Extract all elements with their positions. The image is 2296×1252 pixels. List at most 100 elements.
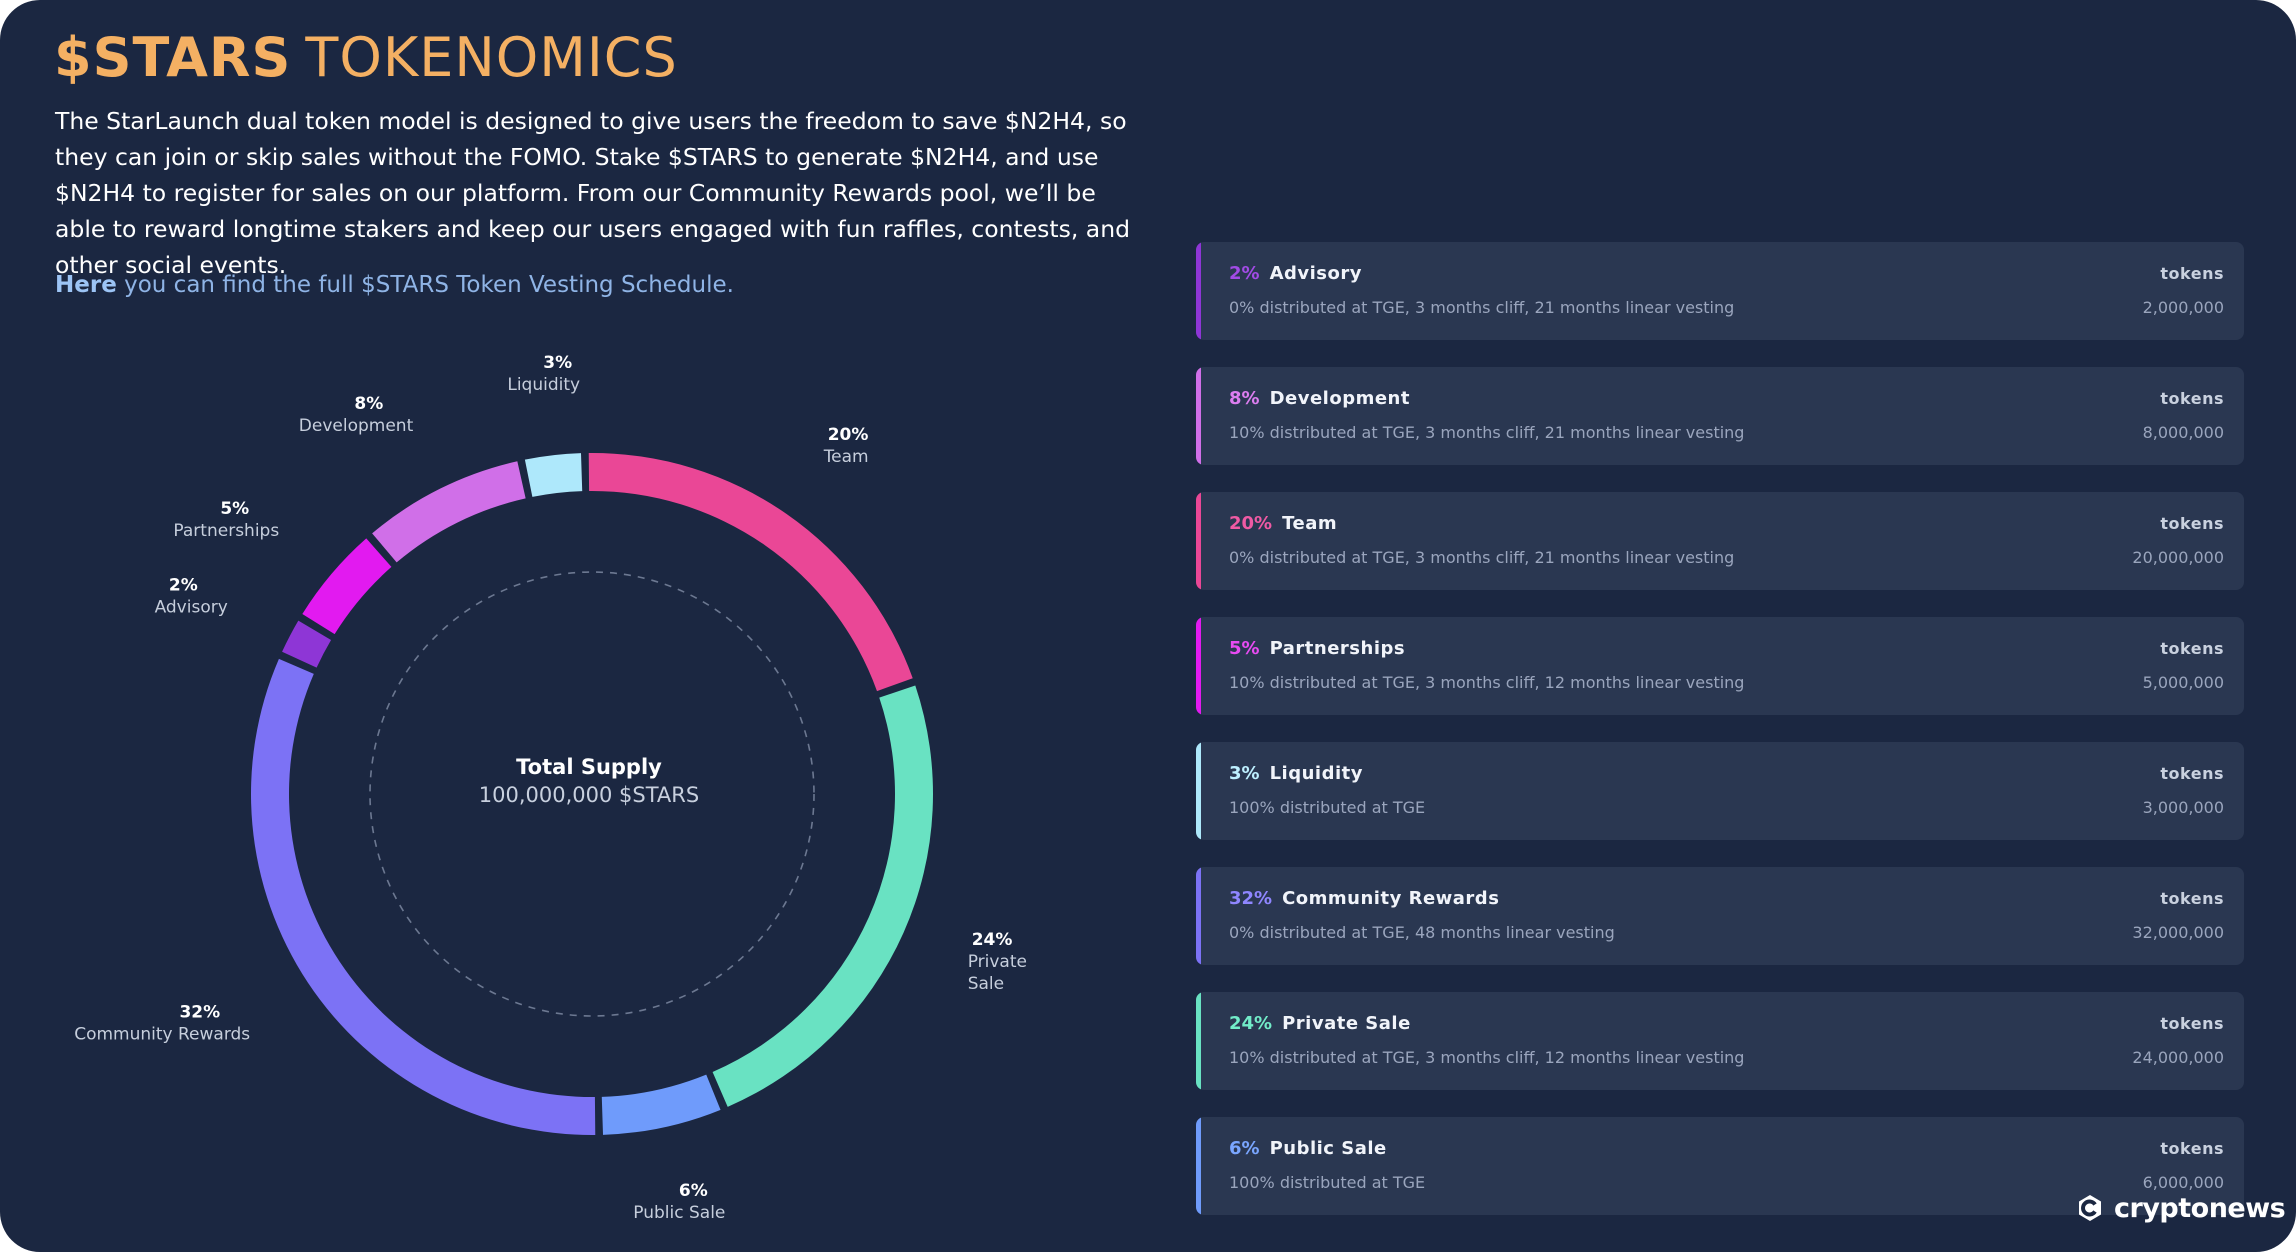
allocation-card-private-sale: 24% Private Sale tokens 10% distributed at … <box>1196 992 2244 1090</box>
allocation-heading: 8% Development <box>1229 387 1410 411</box>
allocation-percent: 5% <box>1229 638 1260 659</box>
center-dashed-ring <box>369 571 815 1017</box>
donut-pct-label: 24% <box>972 930 1013 950</box>
allocation-heading: 3% Liquidity <box>1229 762 1363 786</box>
allocation-name: Liquidity <box>1269 763 1363 784</box>
allocation-percent: 32% <box>1229 888 1273 909</box>
allocation-color-bar <box>1196 617 1201 715</box>
vesting-description: 10% distributed at TGE, 3 months cliff, … <box>1229 673 1745 692</box>
vesting-description: 0% distributed at TGE, 48 months linear … <box>1229 923 1615 942</box>
token-amount: 6,000,000 <box>2142 1173 2224 1192</box>
center-title: Total Supply <box>516 755 662 779</box>
allocation-name: Team <box>1282 513 1338 534</box>
donut-category-label: Development <box>299 416 414 436</box>
donut-category-label: Private <box>968 952 1027 972</box>
token-amount: 3,000,000 <box>2142 798 2224 817</box>
allocation-color-bar <box>1196 492 1201 590</box>
donut-pct-label: 3% <box>543 353 572 373</box>
donut-category-label: Team <box>823 447 869 467</box>
donut-pct-label: 32% <box>179 1002 220 1022</box>
title-word: TOKENOMICS <box>305 26 678 89</box>
donut-pct-label: 8% <box>354 394 383 414</box>
tokens-label: tokens <box>2160 764 2224 783</box>
vesting-description: 10% distributed at TGE, 3 months cliff, … <box>1229 423 1745 442</box>
allocation-card-advisory: 2% Advisory tokens 0% distributed at TGE, 3… <box>1196 242 2244 340</box>
allocation-card-liquidity: 3% Liquidity tokens 100% distributed at TGE… <box>1196 742 2244 840</box>
token-amount: 24,000,000 <box>2132 1048 2224 1067</box>
donut-category-label: Community Rewards <box>74 1024 250 1044</box>
center-value: 100,000,000 $STARS <box>479 783 699 807</box>
donut-slice-team <box>588 453 913 692</box>
vesting-description: 10% distributed at TGE, 3 months cliff, … <box>1229 1048 1745 1067</box>
watermark-text: cryptonews <box>2114 1192 2286 1224</box>
vesting-description: 100% distributed at TGE <box>1229 798 1426 817</box>
donut-slice-development <box>372 461 526 563</box>
page-title: $STARS TOKENOMICS <box>54 26 678 90</box>
allocation-color-bar <box>1196 367 1201 465</box>
donut-category-label: Advisory <box>155 597 228 617</box>
allocation-card-development: 8% Development tokens 10% distributed at TG… <box>1196 367 2244 465</box>
allocation-name: Advisory <box>1269 263 1362 284</box>
cryptonews-logo-icon <box>2079 1195 2101 1221</box>
allocation-color-bar <box>1196 742 1201 840</box>
allocation-heading: 20% Team <box>1229 512 1337 536</box>
allocation-name: Community Rewards <box>1282 888 1500 909</box>
tokens-label: tokens <box>2160 1139 2224 1158</box>
donut-slice-public-sale <box>601 1074 721 1135</box>
donut-pct-label: 2% <box>169 575 198 595</box>
donut-pct-label: 20% <box>828 425 869 445</box>
allocation-color-bar <box>1196 867 1201 965</box>
donut-slice-community-rewards <box>251 658 596 1135</box>
allocation-percent: 6% <box>1229 1138 1260 1159</box>
allocation-percent: 8% <box>1229 388 1260 409</box>
allocation-heading: 32% Community Rewards <box>1229 887 1499 911</box>
token-amount: 5,000,000 <box>2142 673 2224 692</box>
allocation-name: Private Sale <box>1282 1013 1411 1034</box>
donut-category-label: Partnerships <box>173 521 279 541</box>
allocation-color-bar <box>1196 992 1201 1090</box>
allocation-name: Partnerships <box>1269 638 1406 659</box>
allocation-card-partnerships: 5% Partnerships tokens 10% distributed at T… <box>1196 617 2244 715</box>
donut-pct-label: 5% <box>220 499 249 519</box>
tokens-label: tokens <box>2160 514 2224 533</box>
allocation-heading: 2% Advisory <box>1229 262 1362 286</box>
donut-category-label: Public Sale <box>633 1203 725 1223</box>
intro-description: The StarLaunch dual token model is desig… <box>55 107 1130 279</box>
donut-category-label: Sale <box>968 974 1004 994</box>
allocation-card-community-rewards: 32% Community Rewards tokens 0% distributed… <box>1196 867 2244 965</box>
donut-slice-advisory <box>282 620 332 668</box>
allocation-card-public-sale: 6% Public Sale tokens 100% distributed at T… <box>1196 1117 2244 1215</box>
token-amount: 2,000,000 <box>2142 298 2224 317</box>
allocation-percent: 3% <box>1229 763 1260 784</box>
donut-pct-label: 6% <box>679 1181 708 1201</box>
allocation-percent: 2% <box>1229 263 1260 284</box>
link-here[interactable]: Here <box>55 272 117 298</box>
allocation-percent: 24% <box>1229 1013 1273 1034</box>
allocation-color-bar <box>1196 242 1201 340</box>
vesting-description: 0% distributed at TGE, 3 months cliff, 2… <box>1229 548 1735 567</box>
link-text: you can find the full $STARS Token Vesti… <box>116 272 734 298</box>
allocation-heading: 24% Private Sale <box>1229 1012 1411 1036</box>
tokens-label: tokens <box>2160 1014 2224 1033</box>
allocation-heading: 6% Public Sale <box>1229 1137 1387 1161</box>
allocation-heading: 5% Partnerships <box>1229 637 1405 661</box>
token-amount: 8,000,000 <box>2142 423 2224 442</box>
allocation-name: Public Sale <box>1269 1138 1387 1159</box>
donut-slice-private-sale <box>712 685 934 1107</box>
allocation-card-team: 20% Team tokens 0% distributed at TGE, 3 mo… <box>1196 492 2244 590</box>
vesting-schedule-link[interactable]: Here you can find the full $STARS Token … <box>55 268 734 302</box>
vesting-description: 100% distributed at TGE <box>1229 1173 1426 1192</box>
cryptonews-watermark: cryptonews <box>2074 1188 2286 1228</box>
title-token: $STARS <box>54 26 292 89</box>
allocation-name: Development <box>1269 388 1410 409</box>
vesting-description: 0% distributed at TGE, 3 months cliff, 2… <box>1229 298 1735 317</box>
donut-category-label: Liquidity <box>507 375 580 395</box>
token-amount: 20,000,000 <box>2132 548 2224 567</box>
allocation-percent: 20% <box>1229 513 1273 534</box>
allocation-color-bar <box>1196 1117 1201 1215</box>
tokens-label: tokens <box>2160 639 2224 658</box>
donut-slice-partnerships <box>302 538 392 635</box>
donut-slice-liquidity <box>524 453 583 497</box>
